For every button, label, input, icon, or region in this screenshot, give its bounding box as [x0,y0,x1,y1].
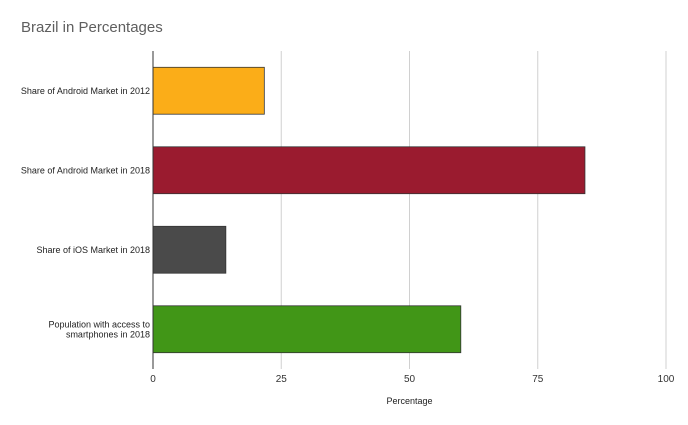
bar [152,66,265,115]
chart-title: Brazil in Percentages [21,19,163,36]
bar [152,305,462,354]
category-label: Share of Android Market in 2018 [21,165,150,175]
category-label: Population with access to [48,319,150,329]
category-label: smartphones in 2018 [66,329,150,339]
category-label: Share of iOS Market in 2018 [36,245,150,255]
x-tick-label: 75 [532,374,544,385]
x-tick-label: 100 [658,374,675,385]
category-label: Share of Android Market in 2012 [21,86,150,96]
bar [152,146,586,195]
bar [152,225,227,274]
x-axis-title: Percentage [386,396,432,406]
x-tick-label: 50 [404,374,416,385]
x-tick-label: 0 [150,374,156,385]
x-tick-label: 25 [276,374,288,385]
